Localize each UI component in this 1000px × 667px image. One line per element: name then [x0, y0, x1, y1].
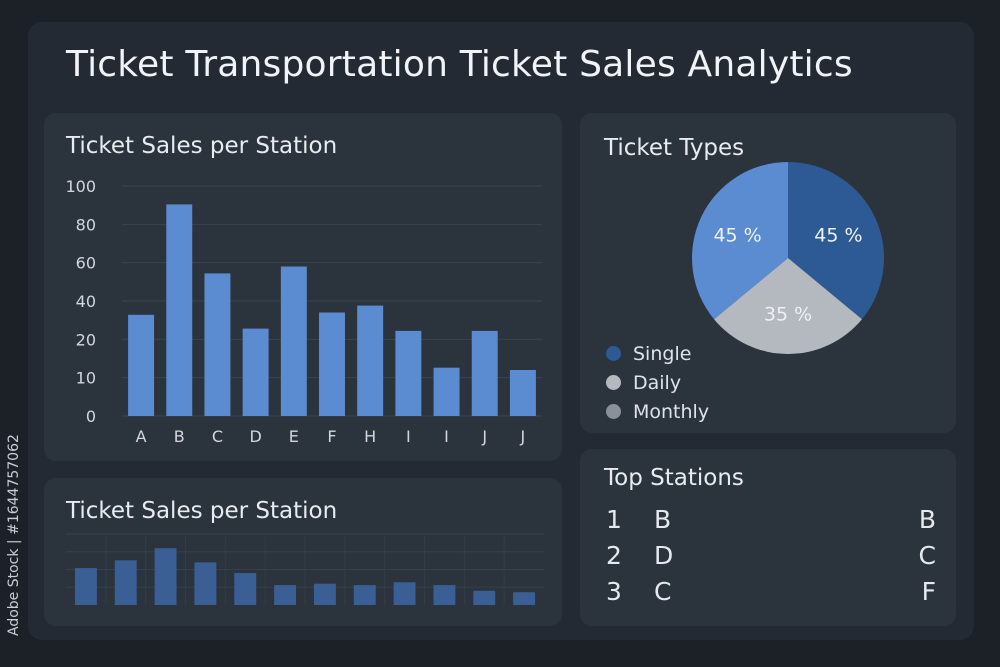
- y-tick-label: 20: [76, 330, 96, 349]
- pie-chart-title: Ticket Types: [604, 135, 745, 161]
- bar: [274, 585, 297, 605]
- mini-bar-chart-panel: Ticket Sales per Station: [44, 478, 562, 626]
- legend-item-single: Single: [606, 339, 709, 368]
- side-stock-label: Adobe Stock | #1644757062: [6, 434, 22, 636]
- bar: [433, 367, 460, 416]
- bar: [393, 582, 416, 605]
- bar: [128, 314, 155, 416]
- bar: [319, 312, 345, 416]
- bar: [509, 370, 536, 416]
- bar-chart-title: Ticket Sales per Station: [66, 133, 338, 159]
- daily-dot-icon: [606, 375, 621, 390]
- bar: [204, 273, 231, 416]
- station-name: D: [654, 541, 674, 570]
- top-station-row: 2 D C: [606, 541, 936, 577]
- bar: [114, 560, 137, 605]
- bar: [471, 330, 498, 416]
- bar: [313, 583, 336, 605]
- x-tick-label: H: [364, 427, 376, 446]
- rank-number: 1: [606, 505, 622, 534]
- bar: [513, 592, 536, 605]
- x-tick-label: C: [212, 427, 223, 446]
- pie-slice: [692, 162, 788, 320]
- legend-item-monthly: Monthly: [606, 397, 709, 426]
- pie-value-label: 35 %: [764, 304, 812, 326]
- rank-number: 2: [606, 541, 622, 570]
- y-tick-label: 40: [76, 292, 96, 311]
- y-tick-label: 10: [76, 369, 96, 388]
- y-tick-label: 80: [76, 215, 96, 234]
- y-tick-label: 0: [86, 407, 96, 426]
- bar: [234, 573, 257, 605]
- bar: [154, 548, 177, 605]
- x-tick-label: A: [136, 427, 147, 446]
- pie-value-label: 45 %: [713, 224, 761, 246]
- legend-label-single: Single: [633, 342, 692, 365]
- bar: [74, 568, 97, 605]
- station-name: C: [654, 577, 672, 606]
- bar: [242, 328, 269, 416]
- bar: [353, 585, 376, 605]
- top-station-row: 3 C F: [606, 577, 936, 613]
- bar-chart-panel: Ticket Sales per Station 0 10 20 40 60 80 100 A…: [44, 113, 562, 461]
- x-tick-label: I: [444, 427, 449, 446]
- legend-label-monthly: Monthly: [633, 400, 710, 423]
- station-value: B: [918, 505, 936, 534]
- pie-chart: 45 % 35 % 45 %: [692, 162, 884, 354]
- x-tick-label: D: [249, 427, 261, 446]
- x-tick-label: B: [174, 427, 185, 446]
- top-stations-title: Top Stations: [604, 465, 744, 491]
- x-tick-label: J: [520, 427, 526, 446]
- station-name: B: [654, 505, 672, 534]
- rank-number: 3: [606, 577, 622, 606]
- bar-chart: 0 10 20 40 60 80 100 A B C D E F H I I J J: [65, 177, 542, 446]
- station-value: C: [918, 541, 936, 570]
- single-dot-icon: [606, 346, 621, 361]
- mini-bar-chart: [66, 533, 544, 605]
- dashboard-title: Ticket Transportation Ticket Sales Analy…: [66, 44, 853, 85]
- x-tick-label: I: [406, 427, 411, 446]
- pie-slice: [714, 258, 862, 354]
- top-station-row: 1 B B: [606, 505, 936, 541]
- station-value: F: [921, 577, 936, 606]
- bar: [357, 305, 384, 416]
- bar: [433, 585, 456, 605]
- pie-slice: [788, 162, 884, 320]
- legend-item-daily: Daily: [606, 368, 709, 397]
- bar: [473, 590, 496, 605]
- monthly-dot-icon: [606, 404, 621, 419]
- x-tick-label: F: [327, 427, 336, 446]
- pie-chart-panel: Ticket Types 45 % 35 % 45 % Single Daily M…: [580, 113, 956, 433]
- pie-legend: Single Daily Monthly: [606, 339, 709, 426]
- legend-label-daily: Daily: [633, 371, 682, 394]
- mini-bar-chart-title: Ticket Sales per Station: [66, 498, 338, 524]
- x-tick-label: J: [481, 427, 487, 446]
- bar: [194, 562, 217, 605]
- top-stations-panel: Top Stations 1 B B 2 D C 3 C F: [580, 449, 956, 626]
- y-tick-label: 100: [65, 177, 96, 196]
- bar: [395, 330, 422, 416]
- y-tick-label: 60: [76, 254, 96, 273]
- pie-value-label: 45 %: [814, 224, 862, 246]
- x-tick-label: E: [289, 427, 299, 446]
- bar: [166, 204, 193, 416]
- bar: [280, 266, 307, 416]
